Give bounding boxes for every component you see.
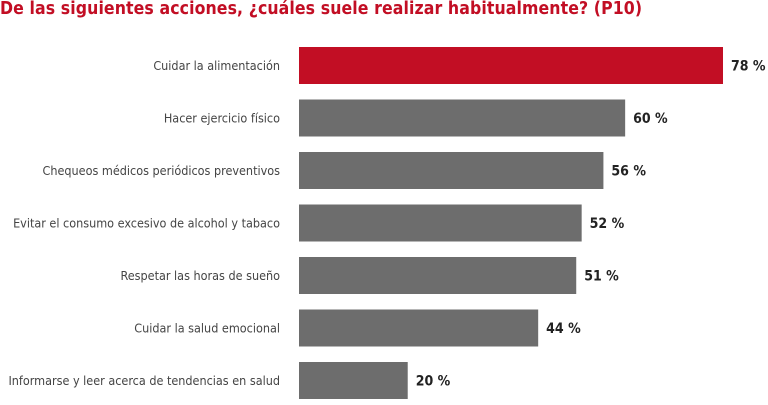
bar xyxy=(299,257,577,294)
data-label: 52 % xyxy=(590,216,625,232)
data-label: 20 % xyxy=(416,374,451,390)
bar xyxy=(299,309,539,347)
category-label: Respetar las horas de sueño xyxy=(120,268,280,283)
chart-title: De las siguientes acciones, ¿cuáles suel… xyxy=(0,0,643,19)
category-label: Evitar el consumo excesivo de alcohol y … xyxy=(13,216,280,231)
category-label: Informarse y leer acerca de tendencias e… xyxy=(8,373,280,388)
category-label: Cuidar la salud emocional xyxy=(134,321,280,336)
bar xyxy=(299,204,582,242)
data-label: 51 % xyxy=(584,269,619,285)
data-label: 78 % xyxy=(731,59,766,75)
data-label: 60 % xyxy=(633,111,668,127)
bar xyxy=(299,99,626,137)
bar xyxy=(299,152,604,189)
category-label: Hacer ejercicio físico xyxy=(164,111,280,126)
bar xyxy=(299,362,408,399)
data-label: 56 % xyxy=(611,164,646,180)
category-label: Cuidar la alimentación xyxy=(153,58,280,73)
bar xyxy=(299,47,723,84)
category-label: Chequeos médicos periódicos preventivos xyxy=(42,163,280,178)
data-label: 44 % xyxy=(546,321,581,337)
